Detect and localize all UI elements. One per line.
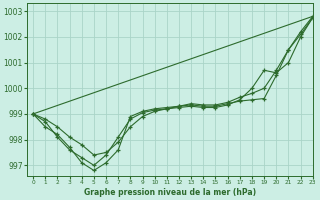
- X-axis label: Graphe pression niveau de la mer (hPa): Graphe pression niveau de la mer (hPa): [84, 188, 256, 197]
